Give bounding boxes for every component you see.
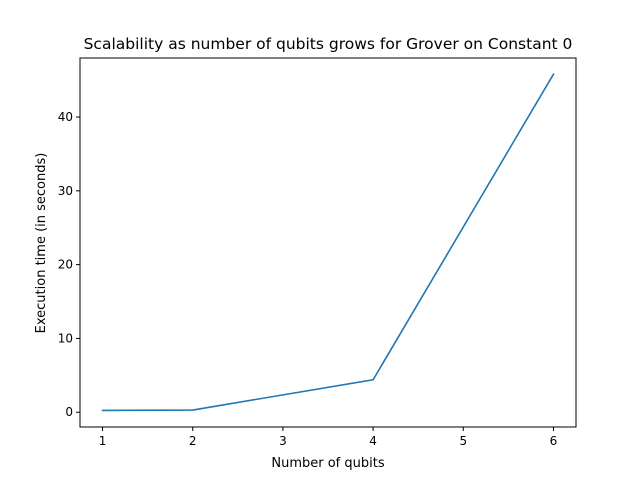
x-tick-label: 3 (279, 434, 287, 448)
series-line-0 (101, 73, 555, 412)
y-tick-label: 30 (58, 184, 73, 198)
x-tick-label: 1 (99, 434, 107, 448)
axes-frame (79, 57, 577, 428)
x-axis-label: Number of qubits (271, 456, 384, 471)
x-axis-ticks: 1 2 3 4 5 6 (99, 427, 558, 448)
y-tick-label: 0 (65, 405, 73, 419)
chart-title: Scalability as number of qubits grows fo… (84, 35, 573, 53)
y-tick-label: 20 (58, 258, 73, 272)
x-tick-label: 6 (550, 434, 558, 448)
x-tick-label: 2 (189, 434, 197, 448)
y-axis-ticks: 0 10 20 30 40 (58, 110, 80, 419)
y-tick-label: 40 (58, 110, 73, 124)
series-layer (101, 73, 555, 412)
plot-area: 1 2 3 4 5 6 0 10 20 30 40 (58, 57, 577, 448)
x-tick-label: 4 (369, 434, 377, 448)
y-axis-label: Execution time (in seconds) (34, 153, 49, 334)
x-tick-label: 5 (459, 434, 467, 448)
y-tick-label: 10 (58, 331, 73, 345)
